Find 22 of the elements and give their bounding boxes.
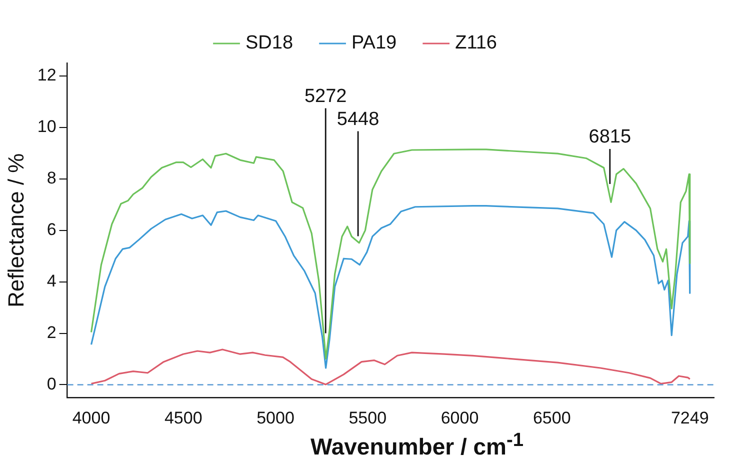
y-tick-label: 2 [46, 322, 56, 342]
y-tick-label: 12 [37, 66, 56, 85]
x-tick-label: 4500 [164, 408, 202, 428]
y-tick-label: 4 [46, 271, 56, 290]
legend-label: SD18 [246, 32, 294, 54]
x-tick-label: 4000 [72, 408, 110, 428]
x-axis-title: Wavenumber / cm$^{-1}$ [309, 430, 525, 461]
legend-label: PA19 [352, 32, 397, 54]
x-tick-label: 5500 [348, 408, 387, 428]
y-axis-title: Reflectance / % [3, 153, 28, 308]
legend-label: Z116 [455, 32, 498, 54]
y-tick-label: 6 [46, 220, 56, 239]
y-tick-label: 8 [46, 168, 56, 188]
x-tick-label: 5000 [256, 408, 294, 428]
annotation: 5272 [304, 86, 347, 107]
x-tick-label: 6000 [440, 408, 479, 428]
annotation: 6815 [588, 126, 632, 148]
y-tick-label: 0 [46, 374, 56, 394]
x-tick-label: 7249 [670, 408, 709, 428]
annotation: 5448 [336, 108, 380, 130]
y-tick-label: 10 [37, 117, 56, 136]
x-tick-label: 6500 [532, 408, 571, 428]
